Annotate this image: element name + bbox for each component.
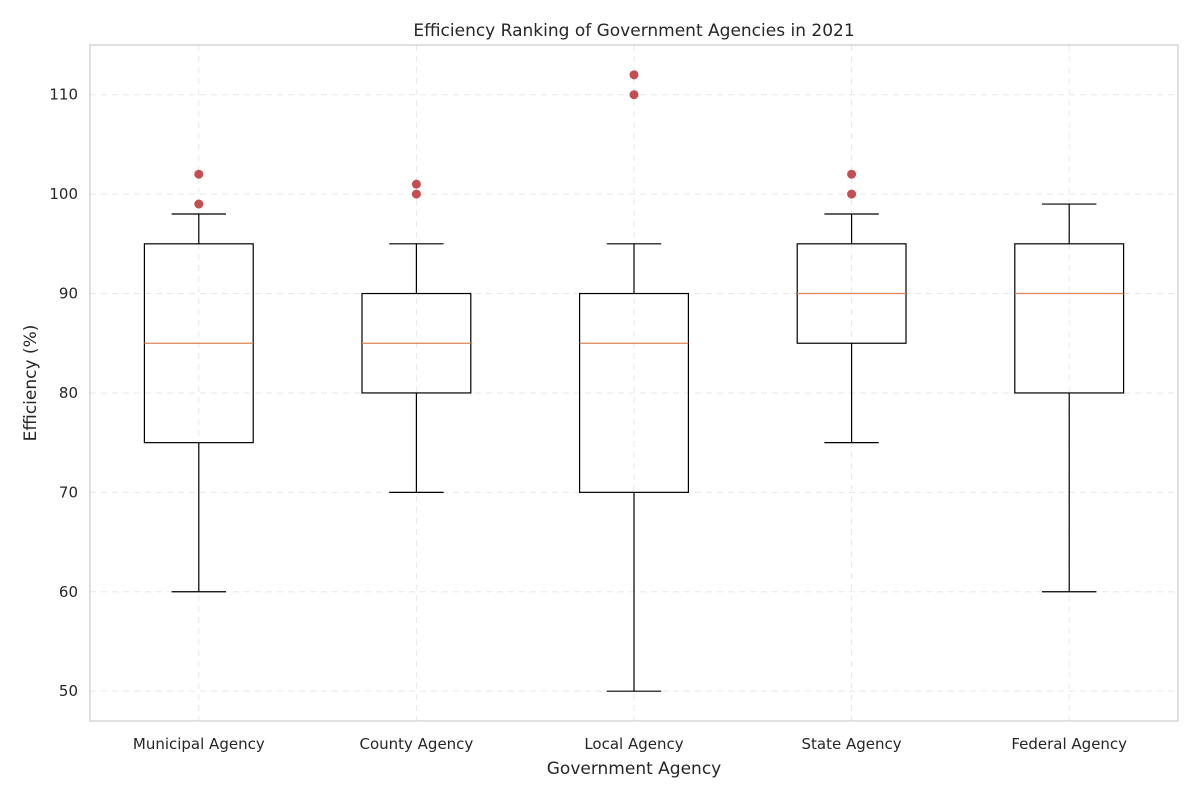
x-tick-label: Federal Agency — [1011, 735, 1127, 753]
y-axis-ticks: 50 60 70 80 90 100 110 — [49, 86, 78, 700]
box-group — [143, 169, 254, 593]
x-tick-label: County Agency — [359, 735, 473, 753]
y-tick-label: 90 — [59, 285, 78, 303]
box-iqr — [1014, 243, 1125, 394]
outlier-point — [629, 70, 639, 80]
outlier-point — [629, 90, 639, 100]
box-group — [1014, 203, 1125, 593]
y-tick-label: 50 — [59, 682, 78, 700]
y-tick-label: 100 — [49, 185, 78, 203]
outlier-point — [847, 189, 857, 199]
box-group — [578, 70, 689, 692]
box-iqr — [578, 292, 689, 493]
x-axis-ticks: Municipal Agency County Agency Local Agenc… — [133, 735, 1127, 753]
outlier-point — [411, 179, 421, 189]
chart-title: Efficiency Ranking of Government Agencie… — [413, 21, 854, 41]
outlier-point — [194, 199, 204, 209]
x-tick-label: Municipal Agency — [133, 735, 265, 753]
y-axis-label: Efficiency (%) — [21, 325, 41, 442]
box-group — [796, 169, 907, 444]
outlier-point — [847, 169, 857, 179]
y-tick-label: 60 — [59, 583, 78, 601]
boxes-layer — [143, 70, 1125, 692]
x-tick-label: State Agency — [802, 735, 902, 753]
y-tick-label: 70 — [59, 483, 78, 501]
outlier-point — [411, 189, 421, 199]
plot-frame — [89, 44, 1179, 722]
outlier-point — [194, 169, 204, 179]
y-tick-label: 110 — [49, 86, 78, 104]
box-group — [361, 179, 472, 493]
x-axis-label: Government Agency — [547, 759, 721, 779]
y-tick-label: 80 — [59, 384, 78, 402]
x-tick-label: Local Agency — [584, 735, 683, 753]
